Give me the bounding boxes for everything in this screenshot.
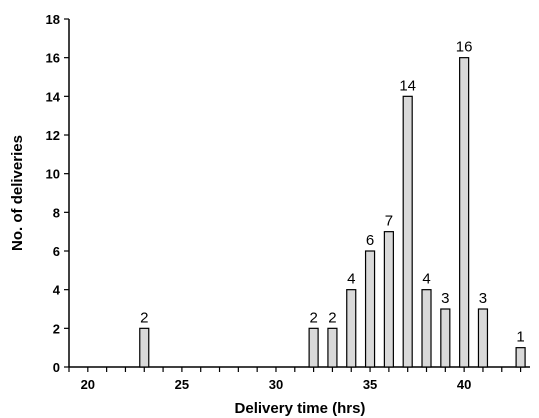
bar (346, 289, 357, 368)
bar-value-label: 14 (399, 77, 416, 94)
bar-value-label: 2 (328, 309, 336, 326)
y-tick-label: 10 (46, 167, 60, 182)
bar (402, 95, 413, 368)
bar (364, 250, 376, 368)
y-tick-label: 2 (53, 321, 60, 336)
bar (477, 308, 489, 368)
x-tick-label: 35 (363, 377, 377, 392)
bar (459, 57, 470, 368)
bar (440, 308, 451, 368)
bar (515, 347, 526, 368)
bar-value-label: 7 (385, 213, 393, 230)
x-tick-label: 25 (175, 377, 189, 392)
bar-value-label: 3 (441, 290, 449, 307)
x-tick-label: 30 (269, 377, 283, 392)
bars (139, 57, 526, 368)
bar-value-label: 4 (347, 271, 355, 288)
y-tick-label: 6 (53, 244, 60, 259)
y-axis-title: No. of deliveries (9, 135, 26, 251)
x-tick-label: 40 (457, 377, 471, 392)
x-axis-title: Delivery time (hrs) (235, 400, 366, 417)
bar (327, 327, 338, 368)
y-tick-label: 8 (53, 205, 60, 220)
x-tick-label: 20 (81, 377, 95, 392)
bar-value-label: 2 (309, 309, 317, 326)
bar-value-label: 4 (422, 271, 430, 288)
bar-value-label: 2 (140, 309, 148, 326)
bar (421, 289, 432, 368)
y-tick-label: 16 (46, 51, 60, 66)
bar-value-label: 16 (456, 39, 473, 56)
y-tick-label: 18 (46, 12, 60, 27)
bar (383, 231, 394, 368)
bar-value-label: 6 (366, 232, 374, 249)
y-tick-label: 14 (46, 89, 61, 104)
y-tick-label: 12 (46, 128, 60, 143)
bar-value-label: 1 (516, 329, 524, 346)
bar (139, 327, 150, 368)
bar (308, 327, 319, 368)
y-tick-label: 0 (53, 360, 60, 375)
bar-value-label: 3 (479, 290, 487, 307)
y-tick-label: 4 (53, 283, 61, 298)
